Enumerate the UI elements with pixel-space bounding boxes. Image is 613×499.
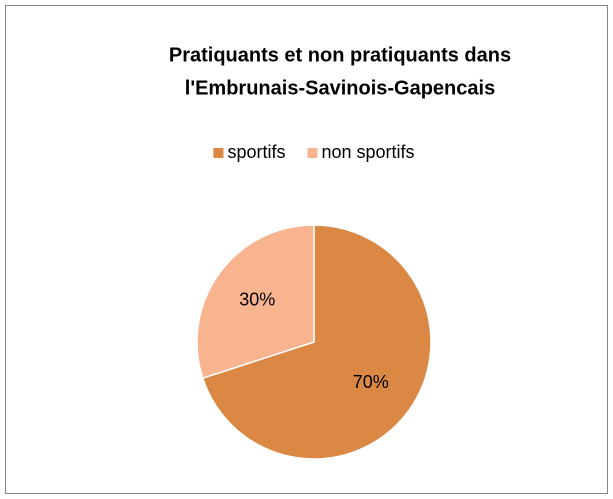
legend-label: sportifs xyxy=(227,142,285,162)
pie-slice xyxy=(201,224,432,460)
data-label: 70% xyxy=(353,372,389,392)
chart-title: l'Embrunais-Savinois-Gapencais xyxy=(185,77,495,99)
legend-label: non sportifs xyxy=(321,142,414,162)
pie-slice xyxy=(196,224,315,380)
legend-swatch xyxy=(213,148,224,158)
chart-title: Pratiquants et non pratiquants dans xyxy=(169,44,511,66)
legend-swatch xyxy=(307,148,318,158)
data-label: 30% xyxy=(239,289,275,309)
